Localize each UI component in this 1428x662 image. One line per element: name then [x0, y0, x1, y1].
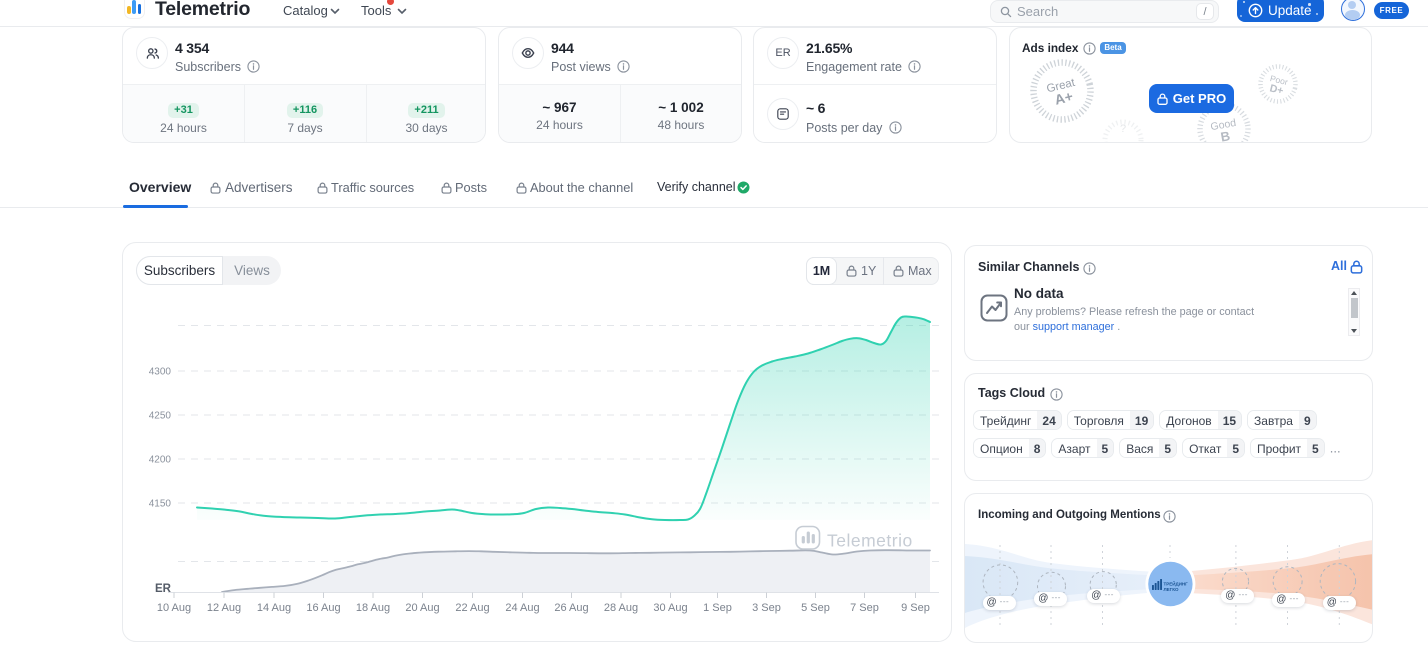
- svg-text:26 Aug: 26 Aug: [554, 602, 588, 614]
- svg-text:3 Sep: 3 Sep: [752, 602, 781, 614]
- svg-text:A+: A+: [1053, 88, 1075, 108]
- svg-text:4250: 4250: [149, 411, 172, 422]
- svg-text:28 Aug: 28 Aug: [604, 602, 638, 614]
- svg-text:24 Aug: 24 Aug: [505, 602, 539, 614]
- svg-text:10 Aug: 10 Aug: [157, 602, 191, 614]
- svg-text:30 Aug: 30 Aug: [653, 602, 687, 614]
- svg-text:Telemetrio: Telemetrio: [827, 531, 913, 551]
- svg-text:ЛЕГКО: ЛЕГКО: [1164, 587, 1179, 592]
- svg-text:Poor: Poor: [1269, 73, 1289, 87]
- svg-text:D+: D+: [1268, 82, 1284, 97]
- svg-text:4150: 4150: [149, 499, 172, 510]
- svg-text:4200: 4200: [149, 455, 172, 466]
- svg-text:B: B: [1219, 128, 1231, 142]
- svg-text:18 Aug: 18 Aug: [356, 602, 390, 614]
- svg-text:12 Aug: 12 Aug: [207, 602, 241, 614]
- svg-text:?: ?: [1120, 123, 1126, 135]
- svg-text:22 Aug: 22 Aug: [455, 602, 489, 614]
- svg-text:ER: ER: [155, 583, 172, 595]
- svg-text:ТРЕЙДИНГ: ТРЕЙДИНГ: [1164, 580, 1189, 587]
- svg-text:Good: Good: [1210, 117, 1238, 133]
- svg-text:14 Aug: 14 Aug: [257, 602, 291, 614]
- svg-text:20 Aug: 20 Aug: [405, 602, 439, 614]
- svg-text:16 Aug: 16 Aug: [306, 602, 340, 614]
- svg-text:9 Sep: 9 Sep: [901, 602, 930, 614]
- svg-text:5 Sep: 5 Sep: [801, 602, 830, 614]
- svg-text:1 Sep: 1 Sep: [703, 602, 732, 614]
- svg-text:4300: 4300: [149, 367, 172, 378]
- svg-text:7 Sep: 7 Sep: [850, 602, 879, 614]
